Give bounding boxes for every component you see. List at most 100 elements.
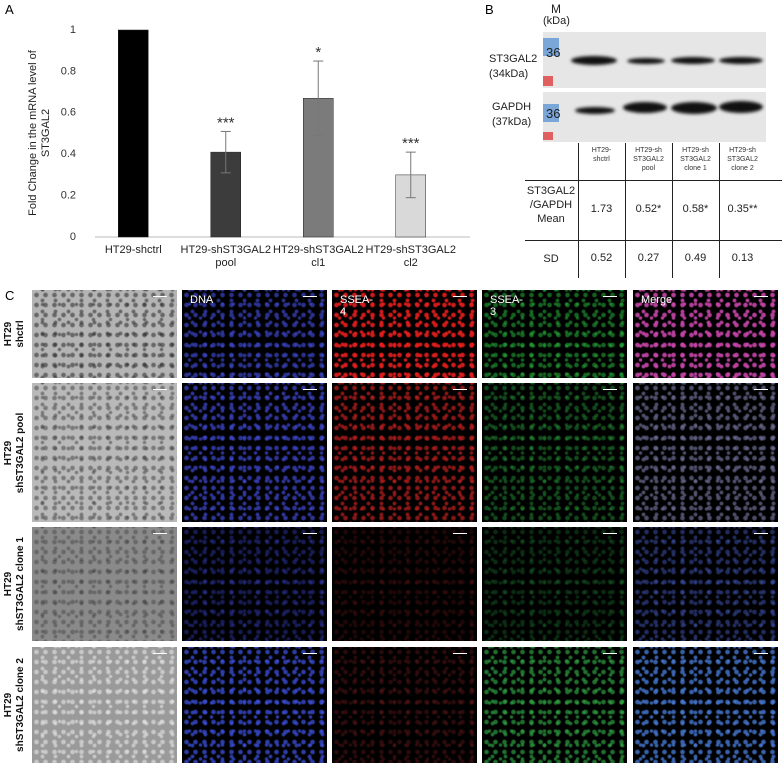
table-cell: 0.27 — [637, 252, 660, 264]
table-rule — [525, 180, 782, 181]
table-cell: 0.52 — [590, 252, 613, 264]
y-tick-label: 0.8 — [61, 65, 76, 77]
band — [571, 56, 617, 65]
row-label: HT29 shST3GAL2 clone 2 — [3, 658, 26, 752]
band — [719, 57, 763, 64]
ladder-band — [543, 76, 553, 86]
band — [627, 58, 665, 64]
blot-label: GAPDH (37kDa) — [492, 100, 531, 130]
scale-bar — [453, 296, 467, 297]
scale-bar — [754, 533, 768, 534]
x-tick-label: HT29-shST3GAL2 pool — [180, 244, 271, 269]
micrograph — [182, 647, 327, 763]
band — [623, 102, 667, 113]
table-cell: 0.49 — [684, 252, 707, 264]
column-header: SSEA-4 — [340, 294, 374, 318]
y-tick-label: 1 — [70, 24, 76, 36]
marker-unit: (kDa) — [543, 15, 570, 27]
scale-bar — [303, 533, 317, 534]
band — [719, 101, 763, 113]
scale-bar — [603, 533, 617, 534]
scale-bar — [603, 296, 617, 297]
y-tick-label: 0.2 — [61, 190, 76, 202]
y-tick-label: 0 — [70, 231, 76, 243]
micrograph — [332, 383, 477, 522]
y-axis-label: Fold Change in the mRNA level of ST3GAL2 — [27, 50, 52, 216]
micrograph — [182, 290, 327, 378]
panel-label: C — [5, 288, 15, 303]
scale-bar — [303, 653, 317, 654]
column-header: HT29-sh ST3GAL2 clone 1 — [680, 147, 711, 172]
micrograph — [32, 647, 177, 763]
micrograph — [32, 527, 177, 641]
scale-bar — [453, 653, 467, 654]
protein-name: ST3GAL2 — [489, 53, 538, 65]
marker-size: 36 — [546, 106, 561, 121]
column-header: Merge — [641, 294, 673, 306]
ladder-band — [543, 132, 553, 140]
x-tick-label: HT29-shST3GAL2 cl1 — [273, 244, 364, 269]
scale-bar — [153, 389, 167, 390]
column-header: HT29- shctrl — [591, 147, 612, 163]
marker-title: M — [551, 2, 561, 16]
column-header: HT29-sh ST3GAL2 pool — [633, 147, 664, 172]
row-label: HT29 shST3GAL2 pool — [3, 412, 26, 493]
micrograph — [482, 290, 627, 378]
micrograph — [633, 647, 778, 763]
bar — [395, 174, 426, 238]
table-rule — [525, 240, 782, 241]
table-cell: 0.35** — [727, 203, 758, 215]
protein-name: GAPDH — [492, 101, 532, 113]
significance: *** — [402, 135, 420, 152]
x-tick-label: HT29-shctrl — [104, 244, 162, 256]
scale-bar — [303, 296, 317, 297]
column-header: HT29-sh ST3GAL2 clone 2 — [727, 147, 758, 172]
column-header: SSEA-3 — [490, 294, 524, 318]
row-label: HT29 shctrl — [3, 320, 26, 348]
micrograph — [182, 527, 327, 641]
table-cell: 0.13 — [731, 252, 754, 264]
scale-bar — [603, 389, 617, 390]
scale-bar — [153, 653, 167, 654]
row-label: HT29 shST3GAL2 clone 1 — [3, 537, 26, 631]
scale-bar — [153, 296, 167, 297]
row-header: ST3GAL2 /GAPDH Mean — [526, 185, 576, 225]
micrograph — [182, 383, 327, 522]
column-header: DNA — [190, 294, 214, 306]
scale-bar — [754, 653, 768, 654]
significance: * — [315, 44, 321, 61]
table-cell: 0.52* — [635, 203, 662, 215]
micrograph — [32, 383, 177, 522]
micrograph — [633, 383, 778, 522]
marker-size: 36 — [546, 45, 561, 60]
y-tick-label: 0.6 — [61, 107, 76, 119]
scale-bar — [453, 533, 467, 534]
protein-size: (37kDa) — [492, 116, 532, 128]
micrograph — [332, 527, 477, 641]
y-tick-label: 0.4 — [61, 148, 76, 160]
ladder-band — [543, 104, 559, 122]
scale-bar — [153, 533, 167, 534]
band — [575, 107, 615, 114]
row-header: SD — [543, 253, 559, 265]
scale-bar — [303, 389, 317, 390]
protein-size: (34kDa) — [489, 68, 529, 80]
scale-bar — [603, 653, 617, 654]
blot-image — [543, 92, 766, 142]
micrograph — [332, 647, 477, 763]
blot-image — [543, 32, 766, 88]
x-tick-label: HT29-shST3GAL2 cl2 — [365, 244, 456, 269]
table-rule — [672, 143, 673, 278]
micrograph — [332, 290, 477, 378]
micrograph — [482, 647, 627, 763]
scale-bar — [453, 389, 467, 390]
blot-label: ST3GAL2 (34kDa) — [489, 52, 537, 82]
table-rule — [719, 143, 720, 278]
micrograph — [32, 290, 177, 378]
band — [671, 57, 715, 64]
micrograph — [482, 383, 627, 522]
panel-label: A — [5, 2, 14, 17]
micrograph — [482, 527, 627, 641]
bar — [118, 29, 149, 238]
